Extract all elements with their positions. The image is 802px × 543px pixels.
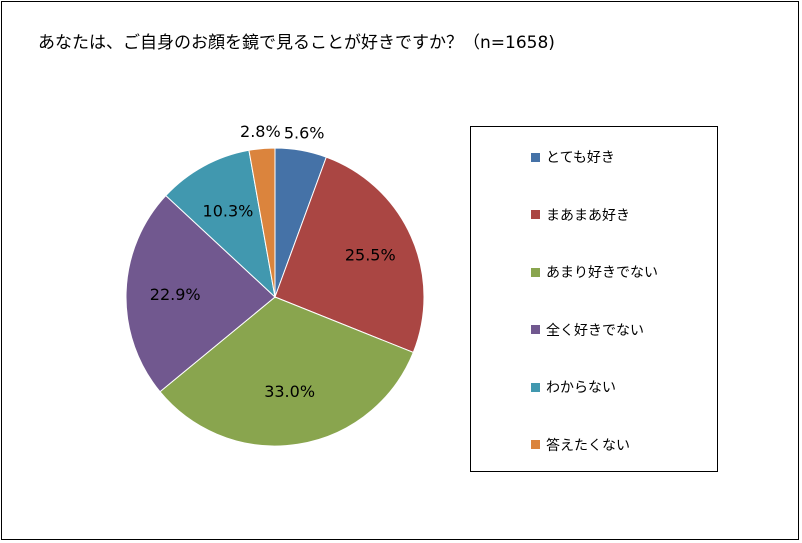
legend-label-2: まあまあ好き	[546, 207, 630, 224]
legend-item-2: まあまあ好き	[531, 205, 630, 225]
pie-slice-2	[274, 156, 425, 354]
data-label-4: 22.9%	[150, 285, 201, 304]
legend-item-1: とても好き	[531, 147, 615, 167]
legend-label-1: とても好き	[546, 150, 615, 166]
legend-item-6: 答えたくない	[531, 435, 630, 455]
data-label-2: 25.5%	[345, 246, 396, 265]
legend-label-6: 答えたくない	[546, 437, 630, 454]
legend-swatch-4	[531, 325, 540, 334]
pie-slice-5	[165, 149, 276, 299]
pie-slice-3	[159, 296, 414, 447]
legend-swatch-5	[531, 382, 540, 392]
legend-label-3: あまり好きでない	[546, 265, 658, 281]
chart-title: あなたは、ご自身のお顔を鏡で見ることが好きですか？（n=1658)	[38, 33, 555, 53]
legend-item-5: わからない	[531, 377, 616, 397]
legend-swatch-2	[531, 210, 540, 219]
legend: とても好きまあまあ好きあまり好きでない 全く好きでない わからない答えたくない	[470, 126, 718, 472]
legend-item-3: あまり好きでない	[531, 262, 658, 282]
data-label-5: 10.3%	[203, 202, 254, 221]
data-label-3: 33.0%	[264, 382, 315, 401]
data-label-1: 5.6%	[284, 124, 325, 143]
legend-item-4: 全く好きでない	[531, 320, 644, 340]
legend-swatch-6	[531, 440, 540, 449]
legend-swatch-3	[531, 267, 540, 277]
legend-swatch-1	[531, 152, 540, 162]
pie-slice-4	[125, 194, 276, 393]
pie-slice-6	[248, 147, 276, 298]
data-label-6: 2.8%	[240, 122, 281, 141]
legend-label-5: わからない	[546, 380, 616, 396]
legend-label-4: 全く好きでない	[546, 322, 644, 339]
